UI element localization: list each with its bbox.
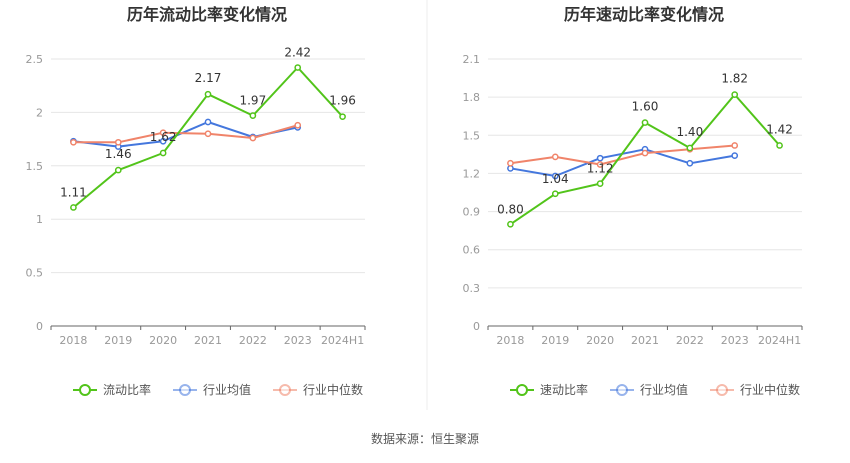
chart1-data-label: 1.62 [150,130,177,144]
chart1-title: 历年流动比率变化情况 [127,5,287,24]
chart1-xtick-label: 2018 [59,334,87,347]
chart2-series-3-point [551,153,559,161]
chart1-series-1-line [72,66,344,209]
chart2-series-1-point [507,220,514,228]
chart1-legend-swatch-marker [179,384,191,396]
chart1-data-label: 2.42 [284,46,311,60]
chart1-series-1-point [339,113,346,121]
chart2-data-label: 1.60 [632,100,659,114]
chart2-series-3-point [641,149,649,157]
chart1-data-label: 1.97 [239,94,266,108]
chart2-ytick-label: 1.2 [463,167,481,180]
chart2-xtick-label: 2022 [676,334,704,347]
chart1-xtick-label: 2019 [104,334,132,347]
chart2-series-1-point [596,180,604,187]
chart2-data-label: 1.40 [676,125,703,139]
chart1-data-label: 1.96 [329,94,356,108]
chart1-xtick-label: 2023 [284,334,312,347]
chart1-data-label: 1.46 [105,147,132,161]
chart1-legend-swatch-marker [79,384,91,396]
chart2-legend-swatch-marker [716,384,728,396]
chart1-ytick-label: 1.5 [26,160,44,173]
chart1-series-3-point [249,134,257,142]
chart2-series-1-line [509,93,781,226]
chart1-series-3-line [73,124,298,144]
chart1-xtick-label: 2024H1 [321,334,364,347]
chart2-ytick-label: 1.5 [463,129,481,142]
chart1-ytick-label: 2.5 [26,53,44,66]
chart2-ytick-label: 0.9 [463,206,481,219]
chart1-series-3-point [70,138,77,146]
chart2-data-label: 0.80 [497,202,524,216]
chart2-series-1-point [686,144,694,152]
chart1-legend-label: 行业均值 [203,382,251,397]
chart2-series-3-point [596,161,604,168]
chart1-series-3-point [159,129,167,137]
chart2-series-3-point [731,142,739,149]
chart2-legend-swatch-marker [616,384,628,396]
chart2-series-3-point [507,159,514,167]
chart2-series-2-point [686,159,694,167]
chart2-series-1-point [641,119,649,126]
chart2-xtick-label: 2018 [496,334,524,347]
chart2-data-label: 1.42 [766,122,793,136]
chart1-data-label: 1.11 [60,185,87,199]
chart2-xtick-label: 2024H1 [758,334,801,347]
chart1-series-1-point [249,112,257,119]
chart1-series-1-point [204,90,212,98]
chart2-series-1-point [551,190,559,198]
chart1-series-1-point [159,149,167,157]
chart1-series-1-point [70,204,77,211]
chart2-xtick-label: 2021 [631,334,659,347]
chart1-series-2-point [159,137,167,145]
chart2-ytick-label: 2.1 [463,53,481,66]
chart2-series-1-point [776,142,783,149]
chart2-xtick-label: 2019 [541,334,569,347]
chart1-ytick-label: 0 [36,320,43,333]
chart1-legend-swatch-marker [279,384,291,396]
chart1-xtick-label: 2021 [194,334,222,347]
chart1-ytick-label: 0.5 [26,267,44,280]
chart1-xtick-label: 2022 [239,334,267,347]
chart1-data-label: 2.17 [195,71,222,85]
chart2-legend-label: 速动比率 [540,382,588,397]
chart2-ytick-label: 0.6 [463,244,481,257]
chart1-series-3-point [294,121,302,129]
chart1-ytick-label: 2 [36,106,43,119]
chart2-legend-label: 行业均值 [640,382,688,397]
chart2-legend-label: 行业中位数 [740,382,800,397]
chart2-data-label: 1.82 [721,72,748,86]
chart2-title: 历年速动比率变化情况 [564,5,724,24]
chart2-series-3-line [510,144,735,166]
chart2-series-2-point [731,152,739,159]
chart2-ytick-label: 0.3 [463,282,481,295]
chart2-xtick-label: 2023 [721,334,749,347]
chart2-data-label: 1.04 [542,172,569,186]
chart1-xtick-label: 2020 [149,334,177,347]
chart2-series-2-point [596,154,604,162]
chart1-series-3-point [114,138,122,146]
chart2-series-1-point [731,91,739,98]
chart2-ytick-label: 1.8 [463,91,481,104]
chart2-xtick-label: 2020 [586,334,614,347]
chart2-series-2-point [551,172,559,180]
chart1-legend-label: 行业中位数 [303,382,363,397]
chart1-series-3-point [204,130,212,138]
chart1-ytick-label: 1 [36,213,43,226]
chart1-series-1-point [294,64,302,71]
chart2-data-label: 1.12 [587,162,614,176]
chart2-legend-swatch-marker [516,384,528,396]
chart1-series-2-point [204,118,212,126]
chart1-series-1-point [114,166,122,174]
chart1-legend-label: 流动比率 [103,382,151,397]
chart2-ytick-label: 0 [473,320,480,333]
source-text: 数据来源：恒生聚源 [371,431,479,446]
